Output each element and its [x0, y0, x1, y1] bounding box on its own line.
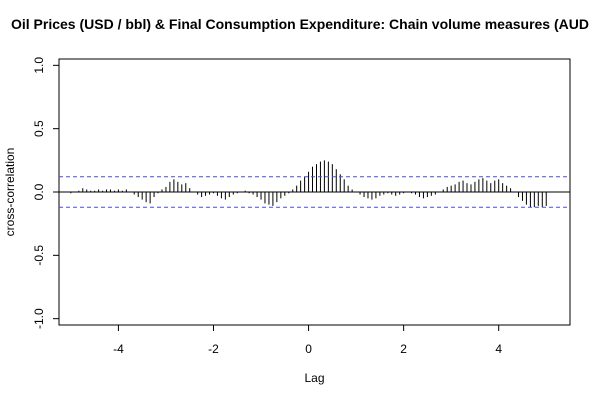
y-tick-label: 0.0 [32, 183, 46, 200]
x-tick-label: -4 [113, 342, 124, 356]
y-axis: -1.0 -0.5 0.0 0.5 1.0 [32, 57, 59, 329]
confidence-bounds [59, 176, 570, 208]
y-tick-label: -0.5 [32, 245, 46, 266]
x-axis-label: Lag [304, 371, 324, 385]
x-tick-label: 0 [305, 342, 312, 356]
chart-title: Oil Prices (USD / bbl) & Final Consumpti… [11, 16, 589, 32]
y-tick-label: 0.5 [32, 120, 46, 137]
x-tick-label: 2 [400, 342, 407, 356]
y-axis-label: cross-correlation [3, 148, 17, 237]
y-tick-label: 1.0 [32, 57, 46, 74]
y-tick-label: -1.0 [32, 308, 46, 329]
bars-group [70, 160, 547, 208]
x-tick-label: -2 [208, 342, 219, 356]
x-axis: -4 -2 0 2 4 [113, 325, 502, 356]
x-tick-label: 4 [495, 342, 502, 356]
